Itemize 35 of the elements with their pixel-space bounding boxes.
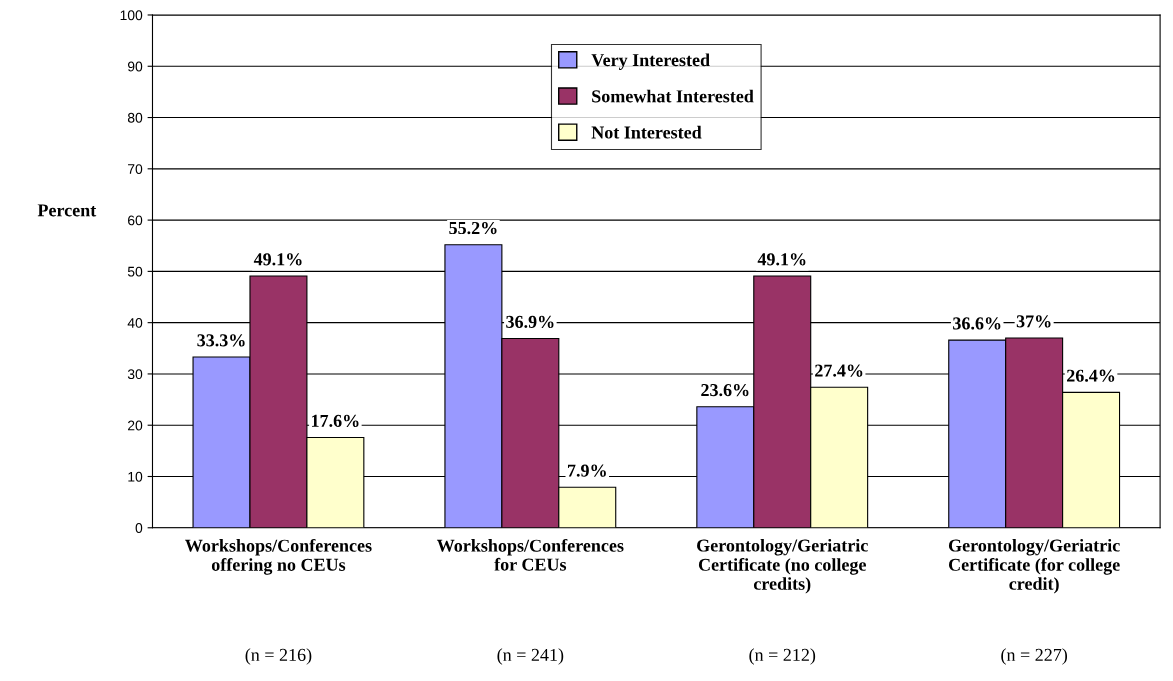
- y-tick-label: 100: [120, 10, 143, 21]
- data-label: 17.6%: [311, 414, 359, 427]
- x-tick-label: Workshops/Conferences offering no CEUs: [185, 538, 372, 575]
- legend-label: Somewhat Interested: [592, 89, 754, 103]
- x-tick-label: Gerontology/Geriatric Certificate (for college credit): [948, 538, 1120, 594]
- data-label: 7.9%: [567, 464, 606, 477]
- data-label: 33.3%: [197, 334, 245, 347]
- data-label: 49.1%: [757, 253, 806, 266]
- x-tick-label: Gerontology/Geriatric Certificate (no college credits): [697, 538, 868, 594]
- y-axis-title: Percent: [37, 204, 97, 217]
- data-label: 27.4%: [815, 364, 863, 377]
- y-tick-label: 10: [128, 471, 143, 482]
- legend-label: Not Interested: [591, 125, 702, 139]
- data-label: 26.4%: [1067, 369, 1115, 382]
- text: (n = 241): [497, 648, 564, 665]
- data-label: 36.9%: [506, 315, 554, 329]
- data-label: 37%: [1016, 315, 1051, 328]
- y-tick-label: 80: [127, 112, 143, 123]
- data-label: 55.2%: [449, 221, 497, 235]
- y-tick-label: 0: [135, 523, 143, 533]
- y-tick-label: 60: [128, 215, 143, 226]
- y-tick-label: 40: [127, 317, 143, 328]
- text: (n = 212): [749, 648, 816, 665]
- data-label: 49.1%: [253, 253, 302, 266]
- x-tick-label: Workshops/Conferences for CEUs: [436, 538, 624, 571]
- y-tick-label: 30: [127, 369, 143, 380]
- y-tick-label: 20: [128, 420, 143, 431]
- y-tick-label: 50: [127, 266, 143, 277]
- y-tick-label: 90: [127, 61, 143, 72]
- data-label: 36.6%: [953, 317, 1001, 330]
- data-label: 23.6%: [701, 383, 749, 397]
- legend-label: Very Interested: [591, 53, 710, 70]
- text: (n = 227): [1001, 648, 1068, 665]
- text: (n = 216): [245, 648, 312, 665]
- y-tick-label: 70: [128, 164, 143, 174]
